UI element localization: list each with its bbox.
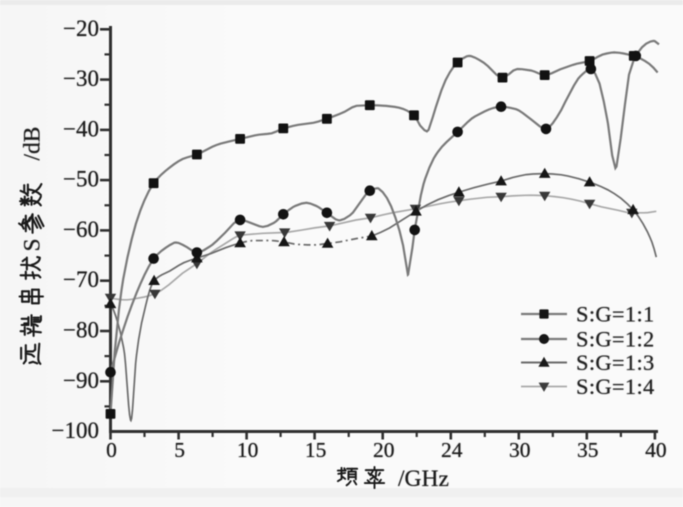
- svg-text:−90: −90: [63, 368, 99, 393]
- svg-text:S:G=1:1: S:G=1:1: [576, 302, 655, 327]
- svg-text:5: 5: [174, 438, 185, 462]
- svg-text:20: 20: [373, 438, 395, 462]
- svg-text:35: 35: [577, 438, 599, 462]
- svg-text:−100: −100: [52, 418, 99, 443]
- svg-text:−80: −80: [63, 318, 99, 343]
- svg-text:−30: −30: [63, 66, 99, 91]
- svg-text:S: S: [20, 238, 46, 251]
- svg-text:/dB: /dB: [20, 127, 46, 161]
- svg-text:15: 15: [305, 438, 327, 462]
- svg-text:0: 0: [106, 438, 117, 462]
- svg-text:S:G=1:3: S:G=1:3: [576, 350, 655, 375]
- svg-text:24: 24: [441, 438, 463, 462]
- svg-text:40: 40: [645, 438, 667, 462]
- svg-text:−40: −40: [63, 116, 99, 141]
- svg-text:−70: −70: [63, 267, 99, 292]
- svg-text:S:G=1:4: S:G=1:4: [576, 374, 655, 399]
- svg-text:−20: −20: [63, 16, 99, 41]
- svg-text:−50: −50: [63, 167, 99, 192]
- svg-text:S:G=1:2: S:G=1:2: [576, 327, 655, 352]
- svg-text:−60: −60: [63, 217, 99, 242]
- svg-text:30: 30: [509, 438, 531, 462]
- svg-text:10: 10: [237, 438, 259, 462]
- svg-text:/GHz: /GHz: [398, 466, 449, 492]
